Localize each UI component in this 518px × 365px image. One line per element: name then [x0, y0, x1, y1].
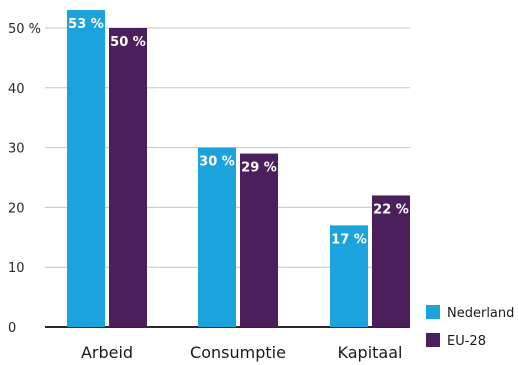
y-tick-label: 0 — [8, 321, 16, 336]
legend-swatch — [426, 333, 440, 347]
bar-eu-28-arbeid — [109, 28, 147, 327]
data-label: 53 % — [68, 17, 104, 32]
x-category-label: Consumptie — [190, 343, 286, 362]
x-category-label: Arbeid — [81, 343, 133, 362]
bar-layer — [67, 10, 410, 328]
y-tick-label: 20 — [8, 201, 25, 216]
bar-nederland-consumptie — [198, 147, 236, 327]
bar-eu-28-kapitaal — [372, 195, 410, 327]
legend-label: Nederland — [447, 306, 514, 321]
data-label: 22 % — [373, 202, 409, 217]
bar-nederland-kapitaal — [330, 225, 368, 327]
y-axis-ticks: 0 10 20 30 40 50 % — [8, 22, 41, 336]
x-axis-categories: Arbeid Consumptie Kapitaal — [81, 343, 403, 362]
data-label: 50 % — [110, 35, 146, 50]
legend: Nederland EU-28 — [426, 305, 514, 349]
legend-swatch — [426, 305, 440, 319]
data-label-layer: 53 % 50 % 30 % 29 % 17 % 22 % — [68, 17, 409, 247]
y-tick-label: 10 — [8, 261, 25, 276]
data-label: 29 % — [241, 161, 277, 176]
y-tick-label: 40 — [8, 82, 25, 97]
bar-eu-28-consumptie — [240, 153, 278, 327]
data-label: 17 % — [331, 232, 367, 247]
x-category-label: Kapitaal — [338, 343, 403, 362]
bar-nederland-arbeid — [67, 10, 105, 328]
y-tick-label: 50 % — [8, 22, 41, 37]
legend-label: EU-28 — [447, 334, 486, 349]
y-tick-label: 30 — [8, 142, 25, 157]
data-label: 30 % — [199, 155, 235, 170]
